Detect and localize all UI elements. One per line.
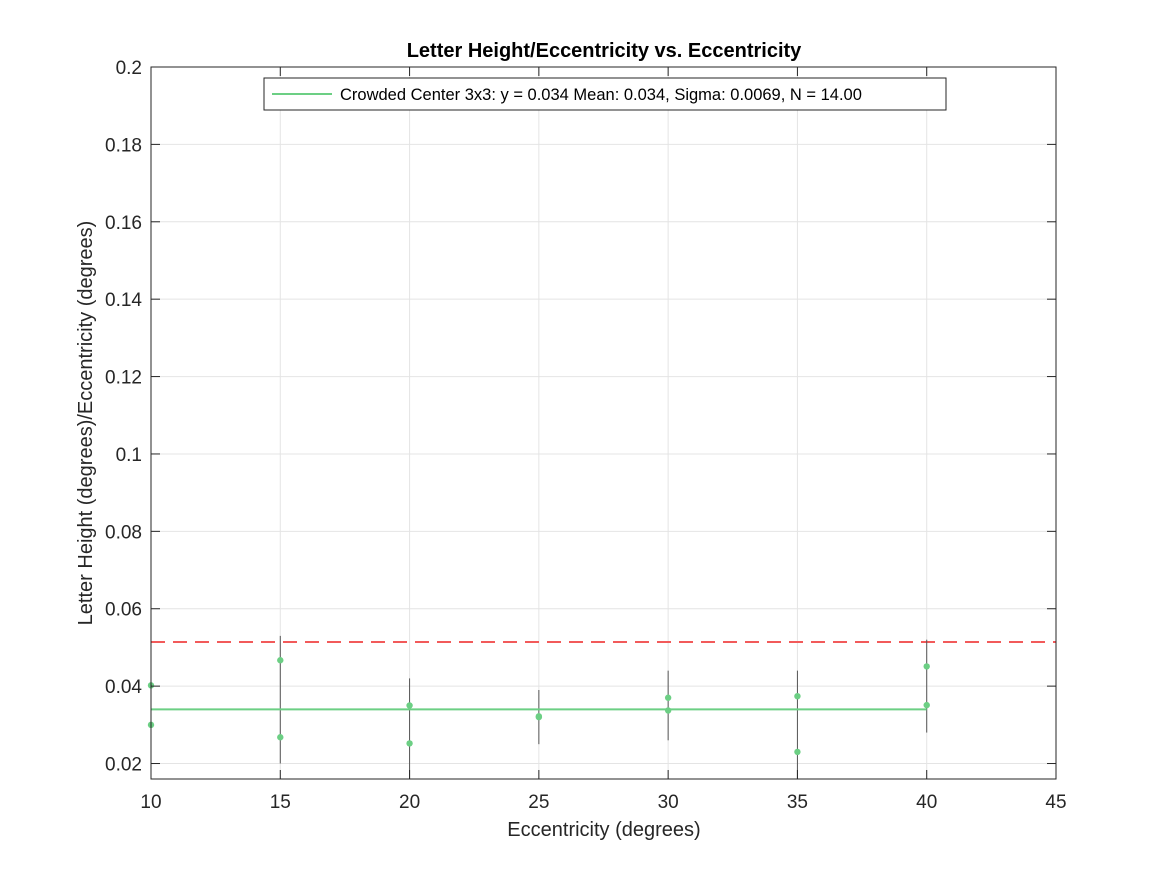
data-point [664,707,672,714]
x-tick-label: 40 [916,792,937,813]
y-tick-label: 0.12 [105,368,142,389]
x-tick-label: 10 [140,792,161,813]
data-point [923,663,930,670]
error-bars [150,635,928,779]
data-point [535,713,543,721]
x-tick-label: 30 [658,792,679,813]
x-tick-label: 20 [399,792,420,813]
y-tick-label: 0.04 [105,677,142,698]
data-point [664,694,672,701]
data-point [277,734,284,741]
y-tick-label: 0.06 [105,600,142,621]
plot-frame [150,66,1057,780]
grid [150,66,1057,779]
x-tick-labels: 10 15 20 25 30 35 40 45 [140,792,1066,813]
y-tick-label: 0.14 [105,290,142,311]
data-point [794,748,801,756]
x-tick-label: 45 [1045,792,1066,813]
x-tick-label: 25 [528,792,549,813]
data-point [406,702,413,709]
data-point [794,692,801,700]
data-point [277,657,284,664]
tick-marks [150,66,1057,779]
x-axis-label: Eccentricity (degrees) [507,819,700,841]
legend-box [263,77,947,111]
y-tick-label: 0.18 [105,135,142,156]
y-tick-label: 0.08 [105,522,142,543]
y-tick-label: 0.02 [105,755,142,776]
data-points [147,657,930,756]
data-point [923,701,930,709]
x-tick-label: 35 [787,792,808,813]
x-tick-label: 15 [270,792,291,813]
y-axis-label: Letter Height (degrees)/Eccentricity (de… [75,221,97,626]
y-tick-labels: 0.02 0.04 0.06 0.08 0.1 0.12 0.14 0.16 0.18 0.2 [105,58,142,776]
y-tick-label: 0.1 [116,445,142,466]
legend-entry: Crowded Center 3x3: y = 0.034 Mean: 0.03… [340,86,862,104]
chart-title: Letter Height/Eccentricity vs. Eccentric… [407,40,802,62]
data-point [406,740,413,747]
y-tick-label: 0.16 [105,213,142,234]
legend: Crowded Center 3x3: y = 0.034 Mean: 0.03… [263,77,947,111]
y-tick-label: 0.2 [116,58,142,79]
